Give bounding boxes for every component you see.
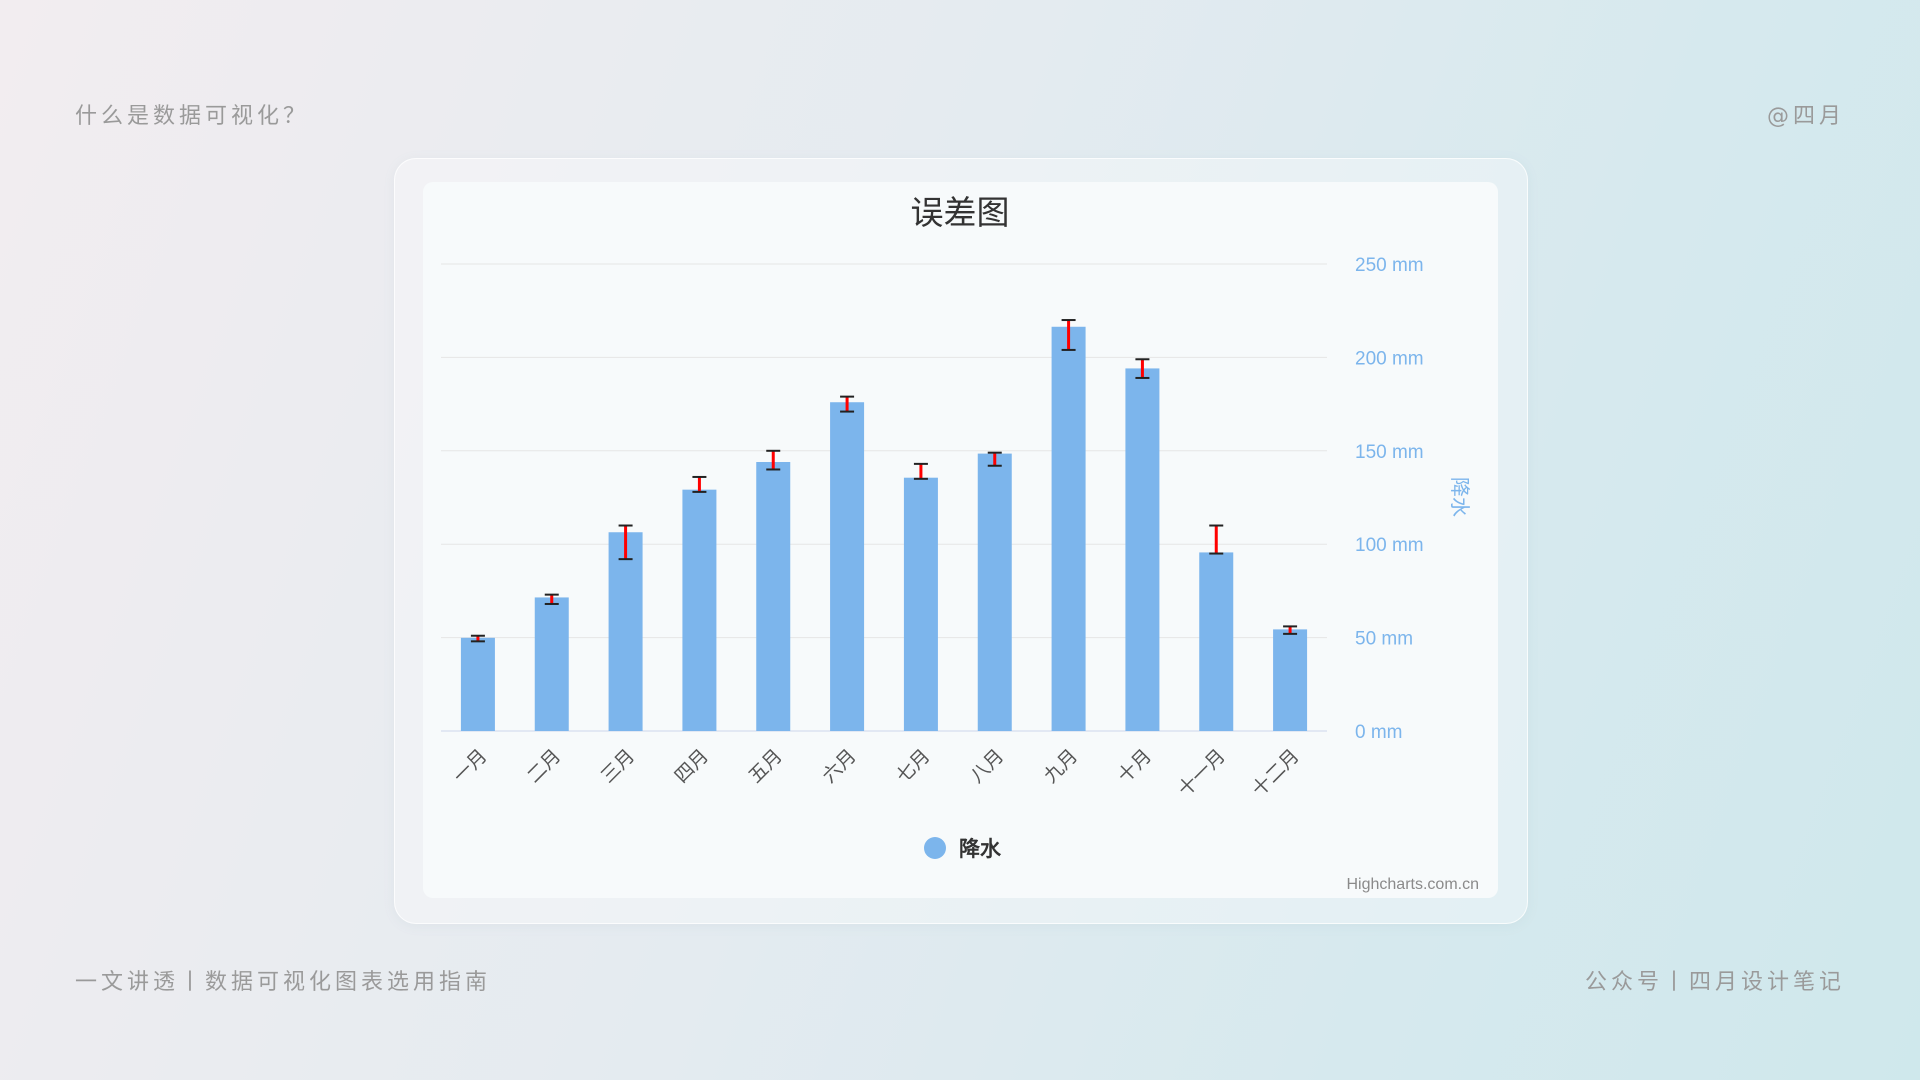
y-axis-ticks: 0 mm 50 mm 100 mm 150 mm 200 mm 250 mm [1355,255,1424,743]
legend-label[interactable]: 降水 [959,837,1002,861]
header-right-text: @四月 [1766,104,1845,129]
chart-title: 误差图 [911,193,1010,232]
y-tick-label: 250 mm [1355,255,1424,276]
grid-lines [441,263,1327,732]
x-tick-label: 十月 [1114,745,1156,787]
x-tick-label: 一月 [449,745,491,787]
x-axis-ticks: 一月 二月 三月 四月 五月 六月 七月 八月 九月 十月 十一月 十二月 [449,745,1304,801]
bar[interactable] [1051,326,1086,731]
x-tick-label: 八月 [966,745,1008,787]
credits-link[interactable]: Highcharts.com.cn [1347,876,1480,893]
bar[interactable] [830,402,865,731]
footer-left-text: 一文讲透丨数据可视化图表选用指南 [75,970,492,995]
bar[interactable] [1273,629,1308,731]
bar[interactable] [682,489,717,731]
legend-marker[interactable] [924,837,946,859]
y-axis-label: 降水 [1448,477,1472,517]
y-tick-label: 150 mm [1355,442,1424,463]
x-tick-label: 五月 [744,745,786,787]
y-tick-label: 0 mm [1355,722,1403,743]
legend[interactable]: 降水 [924,837,1002,861]
bar[interactable] [1199,552,1234,731]
bars-group [460,326,1308,731]
x-tick-label: 六月 [818,745,860,787]
bar[interactable] [977,453,1012,731]
bar[interactable] [756,462,791,731]
x-tick-label: 九月 [1040,745,1082,787]
bar[interactable] [460,637,495,731]
header-left-text: 什么是数据可视化？ [75,104,310,129]
footer-right-text: 公众号丨四月设计笔记 [1584,970,1845,995]
error-bars-group [470,319,1298,643]
bar[interactable] [903,477,938,731]
x-tick-label: 十二月 [1248,745,1304,801]
y-tick-label: 100 mm [1355,535,1424,556]
x-tick-label: 三月 [597,745,639,787]
bar[interactable] [608,532,643,731]
x-tick-label: 十一月 [1174,745,1230,801]
y-tick-label: 50 mm [1355,629,1413,650]
bar[interactable] [534,597,569,731]
y-tick-label: 200 mm [1355,348,1424,369]
x-tick-label: 二月 [523,745,565,787]
chart-card [423,182,1498,898]
x-tick-label: 七月 [892,745,934,787]
bar[interactable] [1125,368,1160,731]
x-tick-label: 四月 [671,745,713,787]
